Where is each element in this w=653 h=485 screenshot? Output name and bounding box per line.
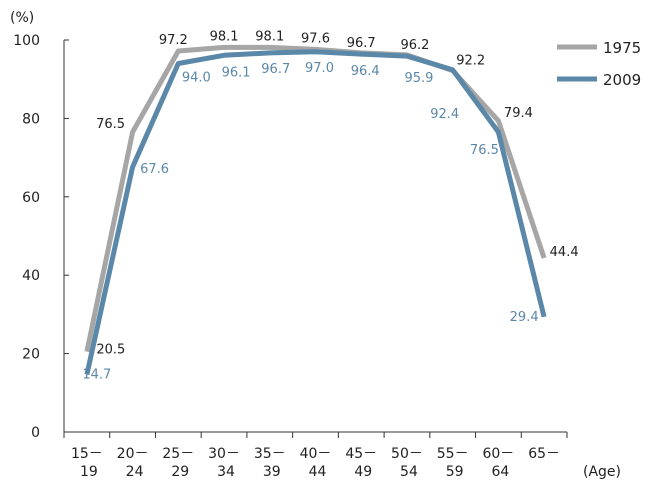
x-tick-label-bottom: 29 [171, 464, 189, 480]
x-tick-label-top: 15－ [71, 446, 103, 462]
y-tick-label: 40 [22, 268, 40, 284]
x-tick-label-top: 35－ [254, 446, 286, 462]
value-label-2009: 29.4 [510, 310, 539, 325]
x-tick-label-bottom: 19 [80, 464, 98, 480]
value-label-2009: 67.6 [140, 162, 169, 177]
x-tick-label-top: 20－ [117, 446, 149, 462]
value-label-2009: 14.7 [82, 367, 111, 382]
x-tick-label-bottom: 49 [354, 464, 372, 480]
x-tick-label-top: 40－ [300, 446, 332, 462]
value-label-2009: 96.1 [222, 65, 251, 80]
x-tick-label-bottom: 64 [491, 464, 509, 480]
value-label-2009: 96.4 [351, 64, 380, 79]
value-label-2009: 97.0 [305, 61, 334, 76]
y-unit-label: (%) [10, 10, 34, 26]
x-tick-label-bottom: 39 [263, 464, 281, 480]
x-tick-label-top: 65－ [528, 446, 560, 462]
x-tick-label-bottom: 24 [126, 464, 144, 480]
x-tick-label-bottom: 59 [446, 464, 464, 480]
value-label-2009: 92.4 [430, 107, 459, 122]
x-tick-label-top: 45－ [345, 446, 377, 462]
value-label-1975: 76.5 [96, 117, 125, 132]
y-tick-label: 0 [31, 425, 40, 441]
value-label-2009: 96.7 [261, 62, 290, 77]
value-label-1975: 20.5 [96, 343, 125, 358]
value-label-2009: 95.9 [404, 71, 433, 86]
value-labels: 20.5 76.5 97.2 98.1 98.1 97.6 96.7 96.2 92.2 79.4… [82, 29, 578, 382]
series-layer [84, 44, 547, 375]
value-label-2009: 94.0 [182, 71, 211, 86]
value-label-1975: 96.2 [400, 38, 429, 53]
x-unit-label: (Age) [583, 464, 621, 480]
value-label-1975: 96.7 [347, 36, 376, 51]
x-tick-label-bottom: 34 [217, 464, 235, 480]
x-tick-label-top: 60－ [482, 446, 514, 462]
axes: 0 20 40 60 80 100 (%) 15－ 19 20－ 24 25－ 29 30－ 34 35－ 39… [10, 10, 621, 480]
x-tick-label-top: 25－ [162, 446, 194, 462]
series-line-2009 [84, 49, 547, 375]
value-label-1975: 98.1 [255, 29, 284, 44]
value-label-1975: 79.4 [504, 106, 533, 121]
series-line-1975 [84, 44, 547, 353]
x-tick-label-top: 55－ [437, 446, 469, 462]
value-label-1975: 92.2 [456, 54, 485, 69]
legend: 1975 2009 [557, 39, 641, 89]
legend-label-2009: 2009 [603, 71, 641, 89]
value-label-2009: 76.5 [470, 143, 499, 158]
y-tick-label: 60 [22, 190, 40, 206]
y-tick-label: 20 [22, 347, 40, 363]
value-label-1975: 98.1 [210, 29, 239, 44]
x-tick-label-top: 30－ [208, 446, 240, 462]
y-tick-label: 100 [13, 33, 40, 49]
value-label-1975: 97.6 [301, 31, 330, 46]
value-label-1975: 44.4 [550, 245, 579, 260]
x-tick-label-bottom: 54 [400, 464, 418, 480]
legend-label-1975: 1975 [603, 39, 641, 57]
value-label-1975: 97.2 [159, 33, 188, 48]
x-tick-label-top: 50－ [391, 446, 423, 462]
y-tick-label: 80 [22, 111, 40, 127]
x-tick-label-bottom: 44 [309, 464, 327, 480]
